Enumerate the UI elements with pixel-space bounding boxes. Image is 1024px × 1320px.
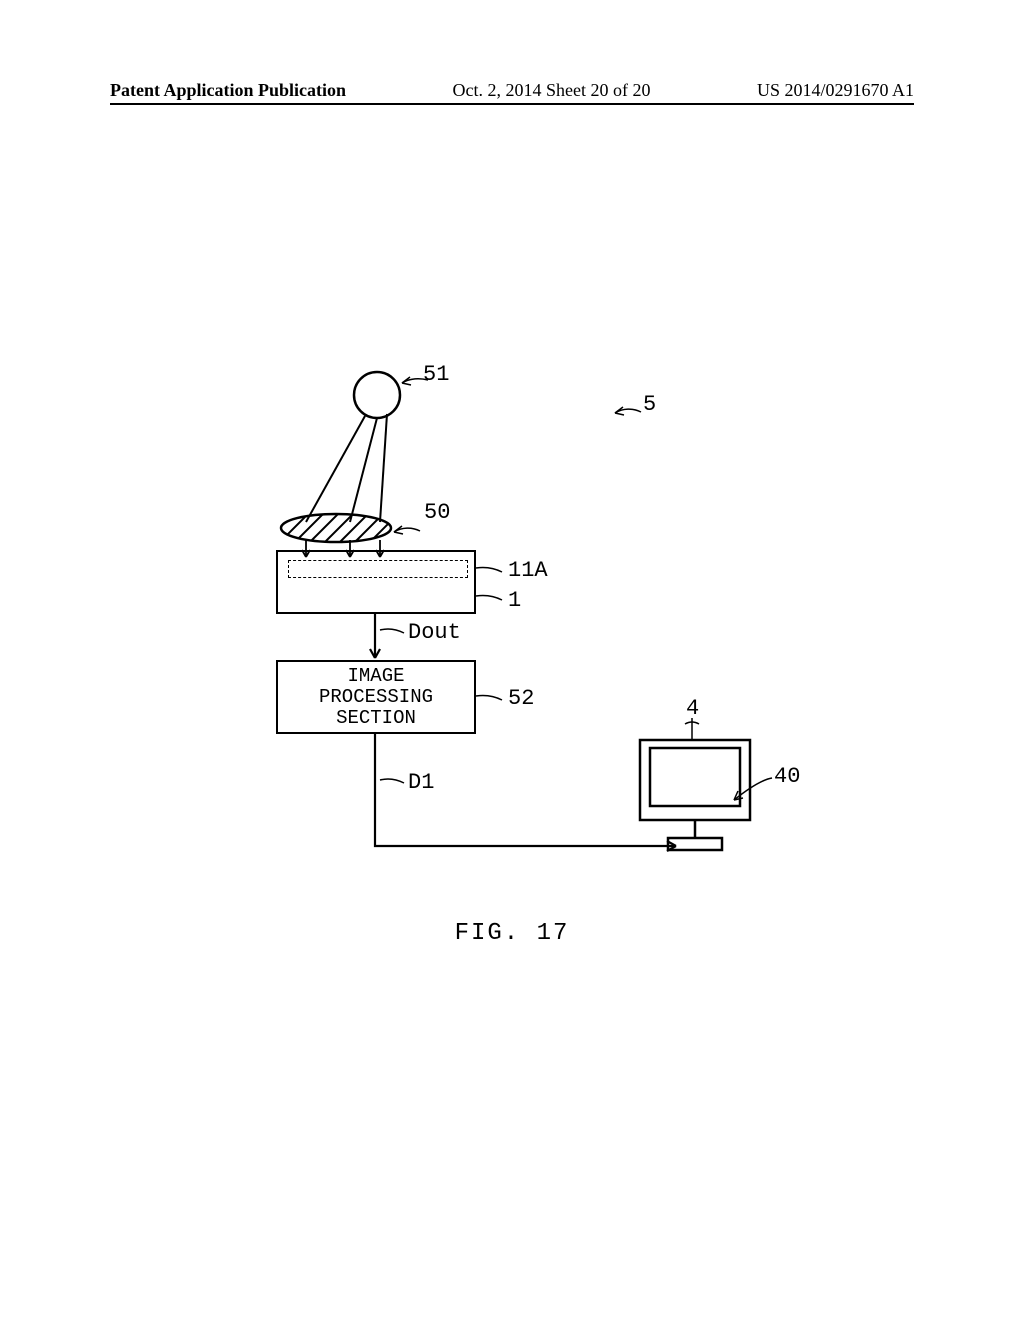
ray-mid <box>350 418 377 522</box>
label-Dout: Dout <box>408 620 461 645</box>
sensor-inner-dashed <box>288 560 468 578</box>
sensor-box <box>276 550 476 614</box>
page: Patent Application Publication Oct. 2, 2… <box>0 0 1024 1320</box>
label-40: 40 <box>774 764 800 789</box>
leader-11A <box>476 568 502 573</box>
proc-line1: IMAGE <box>278 666 474 687</box>
image-processing-box: IMAGE PROCESSING SECTION <box>276 660 476 734</box>
subject-circle <box>354 372 400 418</box>
label-1: 1 <box>508 588 521 613</box>
label-50: 50 <box>424 500 450 525</box>
page-header: Patent Application Publication Oct. 2, 2… <box>0 80 1024 105</box>
diagram-svg <box>260 360 790 920</box>
proc-line2: PROCESSING <box>278 687 474 708</box>
label-4: 4 <box>686 696 699 721</box>
ray-right <box>380 414 387 522</box>
header-left: Patent Application Publication <box>110 80 346 101</box>
label-D1: D1 <box>408 770 434 795</box>
leader-dout <box>380 629 404 633</box>
header-line: Patent Application Publication Oct. 2, 2… <box>110 80 914 105</box>
leader-d1 <box>380 779 404 783</box>
header-mid: Oct. 2, 2014 Sheet 20 of 20 <box>453 80 651 101</box>
label-51: 51 <box>423 362 449 387</box>
monitor <box>640 740 750 850</box>
proc-line3: SECTION <box>278 708 474 729</box>
label-5: 5 <box>643 392 656 417</box>
label-11A: 11A <box>508 558 548 583</box>
header-right: US 2014/0291670 A1 <box>757 80 914 101</box>
figure-diagram: IMAGE PROCESSING SECTION 51 5 50 11A 1 D… <box>260 360 790 920</box>
figure-caption: FIG. 17 <box>0 920 1024 947</box>
leader-1 <box>476 596 502 601</box>
ray-left <box>306 416 365 522</box>
label-52: 52 <box>508 686 534 711</box>
leader-40-arrow <box>734 791 743 800</box>
leader-52 <box>476 696 502 701</box>
